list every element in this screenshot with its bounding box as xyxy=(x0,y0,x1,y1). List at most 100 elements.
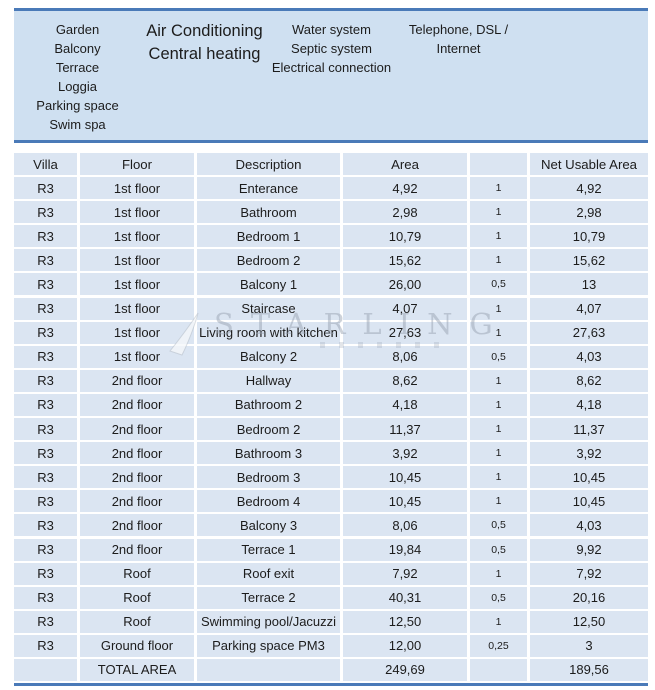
cell-net: 20,16 xyxy=(530,586,648,609)
cell-net: 3 xyxy=(530,634,648,657)
cell-floor: 2nd floor xyxy=(80,418,194,441)
cell-floor: 2nd floor xyxy=(80,490,194,513)
cell-coef: 1 xyxy=(470,225,527,248)
amenity-item: Central heating xyxy=(148,45,261,63)
cell-villa: R3 xyxy=(14,321,77,344)
cell-floor: 2nd floor xyxy=(80,514,194,537)
cell-coef: 1 xyxy=(470,466,527,489)
cell-desc: Terrace 1 xyxy=(197,538,340,561)
cell-villa: R3 xyxy=(14,225,77,248)
cell-villa: R3 xyxy=(14,610,77,633)
cell-villa: R3 xyxy=(14,586,77,609)
cell-villa: R3 xyxy=(14,442,77,465)
cell-coef: 0,5 xyxy=(470,514,527,537)
area-table: Villa Floor Description Area Net Usable … xyxy=(14,153,648,681)
cell-villa: R3 xyxy=(14,273,77,296)
cell-area: 8,62 xyxy=(343,369,467,392)
cell-desc: Living room with kitchen xyxy=(197,321,340,344)
cell-net: 10,45 xyxy=(530,466,648,489)
cell-floor: Roof xyxy=(80,586,194,609)
cell-coef: 0,5 xyxy=(470,273,527,296)
cell-area: 19,84 xyxy=(343,538,467,561)
cell-villa: R3 xyxy=(14,345,77,368)
amenity-item: Electrical connection xyxy=(271,60,392,75)
cell-coef: 1 xyxy=(470,610,527,633)
cell-villa: R3 xyxy=(14,393,77,416)
cell-coef: 1 xyxy=(470,297,527,320)
cell-desc: Swimming pool/Jacuzzi xyxy=(197,610,340,633)
amenity-item: Telephone, DSL / xyxy=(408,22,509,37)
cell-net: 11,37 xyxy=(530,418,648,441)
cell-floor: 1st floor xyxy=(80,297,194,320)
cell-villa: R3 xyxy=(14,369,77,392)
cell-area: 12,50 xyxy=(343,610,467,633)
cell-net: 4,03 xyxy=(530,514,648,537)
cell-area: 26,00 xyxy=(343,273,467,296)
cell-villa: R3 xyxy=(14,538,77,561)
header-villa: Villa xyxy=(14,153,77,175)
cell-area: 8,06 xyxy=(343,345,467,368)
cell-net: 13 xyxy=(530,273,648,296)
cell-villa: R3 xyxy=(14,490,77,513)
cell-net: 8,62 xyxy=(530,369,648,392)
cell-coef: 1 xyxy=(470,201,527,224)
cell-villa: R3 xyxy=(14,466,77,489)
cell-floor: 1st floor xyxy=(80,273,194,296)
cell-net: 2,98 xyxy=(530,201,648,224)
cell-floor: 1st floor xyxy=(80,201,194,224)
cell-area: 40,31 xyxy=(343,586,467,609)
cell-net: 12,50 xyxy=(530,610,648,633)
header-description: Description xyxy=(197,153,340,175)
header-floor: Floor xyxy=(80,153,194,175)
amenity-item: Water system xyxy=(292,22,371,37)
cell-desc: Roof exit xyxy=(197,562,340,585)
cell-net: 7,92 xyxy=(530,562,648,585)
cell-net: 10,45 xyxy=(530,490,648,513)
cell-villa: R3 xyxy=(14,634,77,657)
cell-desc: Bedroom 3 xyxy=(197,466,340,489)
cell-coef: 1 xyxy=(470,418,527,441)
cell-desc: Bedroom 4 xyxy=(197,490,340,513)
cell-coef: 1 xyxy=(470,249,527,272)
header-area: Area xyxy=(343,153,467,175)
cell-floor: Roof xyxy=(80,610,194,633)
cell-net: 3,92 xyxy=(530,442,648,465)
cell-desc: Bathroom 2 xyxy=(197,393,340,416)
amenity-item: Parking space xyxy=(36,98,119,113)
cell-desc: Bathroom xyxy=(197,201,340,224)
cell-area: 3,92 xyxy=(343,442,467,465)
amenity-item: Internet xyxy=(436,41,481,56)
cell-coef: 1 xyxy=(470,369,527,392)
amenity-item: Swim spa xyxy=(49,117,106,132)
cell-floor: Roof xyxy=(80,562,194,585)
amenity-item: Garden xyxy=(55,22,100,37)
table-bottom-border xyxy=(14,683,648,686)
cell-floor: 1st floor xyxy=(80,249,194,272)
cell-area: 15,62 xyxy=(343,249,467,272)
cell-floor: TOTAL AREA xyxy=(80,658,194,681)
cell-coef: 1 xyxy=(470,321,527,344)
cell-desc xyxy=(197,658,340,681)
cell-villa: R3 xyxy=(14,562,77,585)
cell-coef: 1 xyxy=(470,442,527,465)
cell-desc: Balcony 1 xyxy=(197,273,340,296)
cell-net: 4,07 xyxy=(530,297,648,320)
cell-area: 27,63 xyxy=(343,321,467,344)
cell-floor: 2nd floor xyxy=(80,369,194,392)
amenities-climate-column: Air Conditioning Central heating xyxy=(141,20,268,66)
cell-area: 2,98 xyxy=(343,201,467,224)
cell-coef: 0,5 xyxy=(470,586,527,609)
cell-villa xyxy=(14,658,77,681)
amenities-header-box: Garden Balcony Terrace Loggia Parking sp… xyxy=(14,8,648,143)
cell-floor: 2nd floor xyxy=(80,466,194,489)
cell-desc: Bedroom 1 xyxy=(197,225,340,248)
cell-area: 4,92 xyxy=(343,177,467,200)
cell-coef: 0,5 xyxy=(470,538,527,561)
cell-area: 4,07 xyxy=(343,297,467,320)
cell-desc: Balcony 2 xyxy=(197,345,340,368)
amenity-item: Septic system xyxy=(291,41,372,56)
cell-area: 4,18 xyxy=(343,393,467,416)
cell-area: 7,92 xyxy=(343,562,467,585)
cell-floor: 1st floor xyxy=(80,177,194,200)
cell-desc: Bedroom 2 xyxy=(197,249,340,272)
